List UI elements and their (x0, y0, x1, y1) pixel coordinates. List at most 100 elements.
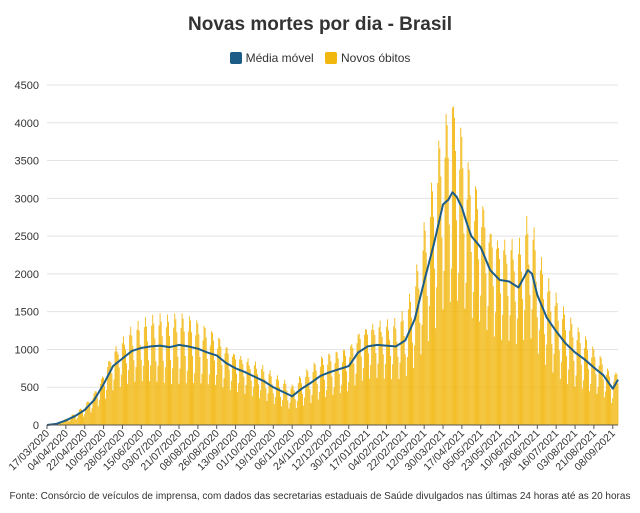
y-tick-label: 500 (21, 382, 39, 394)
bar (374, 335, 376, 425)
bar (332, 394, 334, 425)
bar (231, 356, 233, 425)
bar (247, 358, 249, 425)
bar (364, 329, 366, 425)
bar (301, 383, 302, 425)
bar (570, 317, 572, 425)
bar (483, 209, 485, 425)
bar (109, 361, 111, 425)
bar (150, 365, 152, 425)
bar (324, 379, 326, 425)
bar (495, 249, 497, 425)
bar (256, 368, 257, 425)
bar (424, 230, 426, 425)
bar (533, 227, 535, 425)
bar (548, 278, 550, 425)
bar-series-new-deaths (47, 106, 619, 426)
bar (147, 341, 148, 425)
bar (232, 353, 234, 425)
bar (608, 370, 609, 425)
bar (393, 326, 395, 425)
bar (315, 370, 317, 425)
bar (198, 334, 200, 425)
bar (218, 337, 220, 425)
bar (517, 253, 519, 425)
bar (553, 353, 555, 425)
bar (272, 393, 274, 425)
bar (616, 373, 618, 425)
bar (320, 356, 322, 425)
bar (416, 264, 418, 425)
bar (455, 150, 456, 425)
legend-swatch-bars (325, 52, 337, 64)
bar (155, 361, 157, 425)
bar (302, 393, 304, 425)
bar (183, 331, 185, 425)
bar (440, 176, 442, 425)
bar (327, 364, 329, 425)
bar (349, 357, 351, 425)
bar (65, 418, 67, 425)
legend-item-new-deaths[interactable]: Novos óbitos (325, 51, 410, 65)
bar (166, 314, 168, 425)
bar (476, 189, 477, 425)
bar (112, 390, 114, 425)
bar (243, 376, 245, 425)
bar (201, 373, 203, 425)
bar (357, 334, 359, 425)
bar (195, 335, 197, 425)
bar (152, 314, 154, 425)
bar (555, 292, 557, 425)
bar (412, 342, 414, 425)
bar (428, 305, 430, 425)
bar (610, 388, 612, 425)
bar (503, 250, 505, 425)
bar (515, 344, 517, 425)
bar (500, 293, 502, 425)
bar (91, 408, 93, 425)
bar (73, 414, 75, 425)
bar (448, 224, 450, 425)
bar (534, 250, 536, 425)
bar (336, 352, 338, 425)
bar (436, 287, 438, 425)
bar (607, 368, 608, 425)
bar (512, 259, 514, 425)
bar (295, 407, 297, 425)
y-tick-label: 3000 (15, 193, 39, 205)
bar (522, 298, 524, 425)
bar (214, 360, 215, 425)
bar (447, 157, 449, 426)
bar (267, 393, 269, 425)
bar (133, 360, 135, 425)
bar (179, 368, 181, 425)
bar (175, 319, 177, 425)
bar (373, 330, 375, 425)
bar (162, 360, 164, 425)
bar (335, 351, 337, 425)
bar (328, 353, 330, 425)
bar (180, 328, 182, 425)
bar (120, 374, 122, 425)
bar (294, 399, 296, 425)
bar (382, 354, 384, 425)
legend-label-moving-average: Média móvel (245, 51, 314, 65)
y-tick-label: 2000 (15, 269, 39, 281)
bar (379, 320, 381, 425)
bar (317, 399, 319, 425)
bar (136, 329, 138, 425)
bar (89, 406, 91, 425)
bar (246, 361, 248, 425)
bar (307, 371, 309, 425)
bar (117, 354, 119, 425)
bar (527, 233, 529, 425)
bar (63, 420, 65, 425)
bar (602, 379, 604, 425)
legend-item-moving-average[interactable]: Média móvel (229, 51, 314, 65)
bar (552, 372, 554, 425)
bar (537, 353, 539, 425)
bar (426, 296, 428, 425)
bar (581, 388, 583, 425)
bar (106, 389, 108, 425)
chart-legend: Média móvel Novos óbitos (0, 51, 640, 67)
